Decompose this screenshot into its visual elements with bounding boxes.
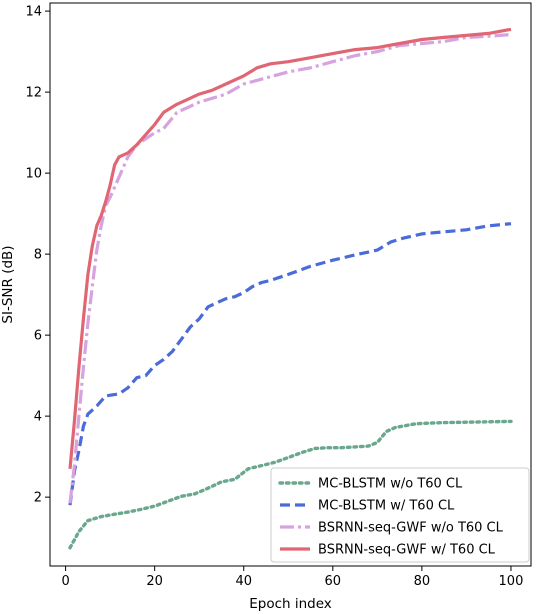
- series-line-2: [68, 222, 512, 506]
- series-line-3: [68, 33, 512, 504]
- legend-box: [270, 467, 530, 563]
- series-lines: [68, 27, 513, 550]
- x-tick-label: 40: [235, 574, 252, 589]
- legend-label: BSRNN-seq-GWF w/ T60 CL: [318, 543, 496, 558]
- y-tick-label: 12: [25, 86, 42, 101]
- y-axis: 2 4 6 8 10 12 14: [25, 5, 50, 506]
- legend-label: MC-BLSTM w/ T60 CL: [318, 499, 455, 514]
- x-tick-label: 20: [146, 574, 163, 589]
- y-tick-label: 14: [25, 5, 42, 20]
- x-axis: 0 20 40 60 80 100: [61, 566, 523, 589]
- x-tick-label: 0: [61, 574, 69, 589]
- x-tick-label: 60: [325, 574, 342, 589]
- x-tick-label: 100: [499, 574, 524, 589]
- series-line-1: [68, 419, 513, 550]
- x-axis-label: Epoch index: [249, 596, 332, 612]
- series-line-4: [68, 27, 512, 469]
- y-tick-label: 10: [25, 167, 42, 182]
- y-tick-label: 4: [34, 410, 42, 425]
- legend-label: BSRNN-seq-GWF w/o T60 CL: [318, 521, 504, 536]
- y-axis-label: SI-SNR (dB): [0, 245, 16, 323]
- plot-frame: [49, 2, 532, 567]
- y-tick-label: 6: [34, 329, 42, 344]
- legend-label: MC-BLSTM w/o T60 CL: [318, 477, 463, 492]
- y-tick-label: 8: [34, 248, 42, 263]
- legend: MC-BLSTM w/o T60 CL MC-BLSTM w/ T60 CL BSR…: [270, 467, 530, 563]
- y-tick-label: 2: [34, 491, 42, 506]
- x-tick-label: 80: [414, 574, 431, 589]
